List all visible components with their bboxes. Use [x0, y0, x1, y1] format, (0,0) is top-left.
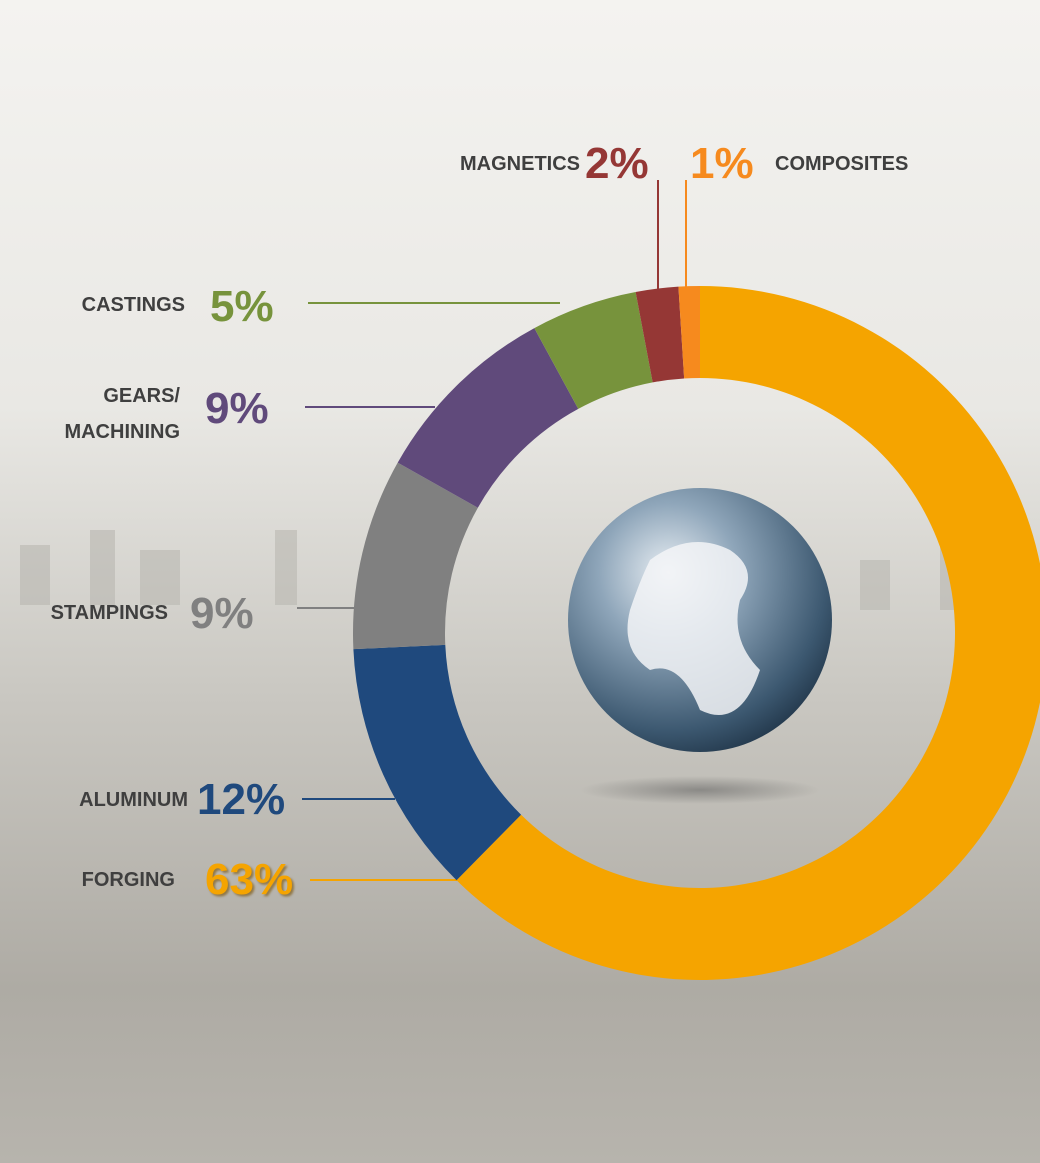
value-label: 2%: [585, 139, 649, 188]
globe-shadow: [580, 776, 820, 804]
value-label: 63%: [205, 855, 294, 904]
globe-land: [627, 542, 760, 715]
category-label: ALUMINUM: [79, 789, 188, 811]
donut-segment: [397, 328, 579, 508]
category-label: FORGING: [81, 869, 175, 891]
donut-segment: [635, 286, 685, 383]
donut-segment: [534, 292, 653, 409]
donut-segment: [678, 286, 700, 379]
value-label: 5%: [210, 282, 274, 331]
value-label: 12%: [197, 775, 286, 824]
category-label: COMPOSITES: [775, 153, 909, 175]
value-label: 9%: [205, 384, 269, 433]
donut-segment: [456, 286, 1040, 980]
category-label: GEARS/ MACHINING: [64, 385, 180, 443]
donut-segment: [353, 462, 478, 650]
value-label: 9%: [190, 589, 254, 638]
category-label: MAGNETICS: [460, 153, 580, 175]
donut-segment: [353, 644, 522, 881]
value-label: 1%: [690, 139, 754, 188]
category-label: STAMPINGS: [50, 602, 168, 624]
category-label: CASTINGS: [81, 294, 185, 316]
